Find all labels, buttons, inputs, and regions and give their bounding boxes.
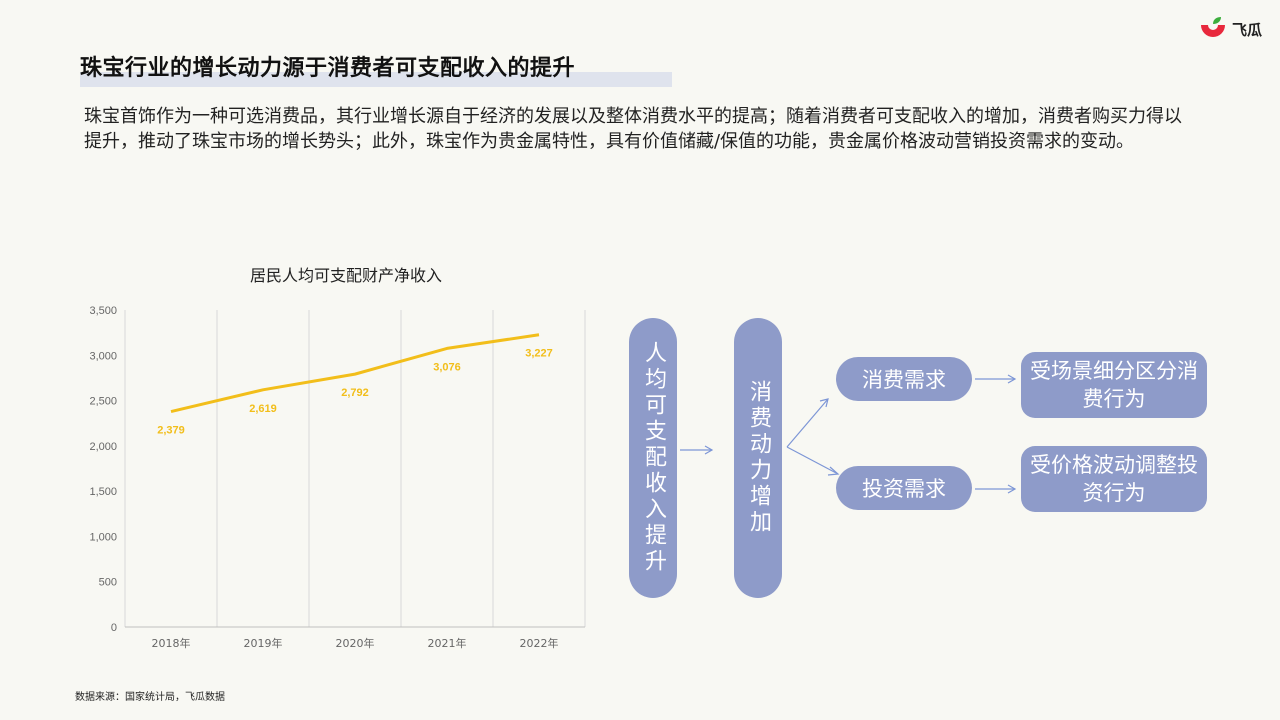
logo-text: 飞瓜 bbox=[1231, 20, 1262, 39]
title-highlight bbox=[80, 72, 672, 87]
arrowhead-consumption-to-outcome bbox=[1007, 374, 1017, 384]
arrowhead-source-to-driver bbox=[704, 445, 714, 455]
income-line-chart: 0 500 1,000 1,500 2,000 2,500 3,000 3,500 2018年 2… bbox=[89, 305, 586, 650]
flow-source-pill: 人均可支配收入提升 bbox=[629, 318, 677, 598]
arrowhead-driver-to-consumption bbox=[819, 398, 829, 408]
investment-demand-pill: 投资需求 bbox=[836, 466, 972, 510]
data-label: 3,227 bbox=[525, 348, 553, 360]
x-tick-label: 2020年 bbox=[336, 636, 375, 650]
y-tick-label: 3,000 bbox=[89, 350, 117, 362]
investment-outcome-box: 受价格波动调整投资行为 bbox=[1021, 446, 1207, 512]
y-tick-label: 2,000 bbox=[89, 441, 117, 453]
y-tick-label: 2,500 bbox=[89, 396, 117, 408]
arrowhead-investment-to-outcome bbox=[1007, 484, 1017, 494]
y-tick-label: 500 bbox=[99, 577, 117, 589]
source-footnote: 数据来源：国家统计局，飞瓜数据 bbox=[75, 692, 225, 703]
x-tick-label: 2019年 bbox=[244, 636, 283, 650]
title-block: 珠宝行业的增长动力源于消费者可支配收入的提升 bbox=[80, 54, 672, 88]
data-label: 2,792 bbox=[341, 387, 369, 399]
page-title: 珠宝行业的增长动力源于消费者可支配收入的提升 bbox=[80, 56, 576, 81]
data-label: 2,379 bbox=[157, 425, 185, 437]
y-tick-label: 0 bbox=[111, 622, 117, 634]
series-line bbox=[170, 333, 540, 413]
x-tick-label: 2018年 bbox=[152, 636, 191, 650]
arrow-driver-to-investment bbox=[786, 446, 839, 475]
chart-title: 居民人均可支配财产净收入 bbox=[250, 266, 443, 285]
flow-driver-pill: 消费动力增加 bbox=[734, 318, 782, 598]
feigua-logo-icon bbox=[1200, 17, 1225, 37]
y-tick-label: 1,000 bbox=[89, 531, 117, 543]
intro-paragraph: 珠宝首饰作为一种可选消费品，其行业增长源自于经济的发展以及整体消费水平的提高；随… bbox=[84, 106, 1182, 152]
consumption-outcome-box: 受场景细分区分消费行为 bbox=[1021, 352, 1207, 418]
y-tick-label: 3,500 bbox=[89, 305, 117, 317]
consumption-demand-pill: 消费需求 bbox=[836, 357, 972, 401]
x-tick-label: 2022年 bbox=[520, 636, 559, 650]
arrow-driver-to-consumption bbox=[786, 398, 829, 448]
data-label: 3,076 bbox=[433, 361, 461, 373]
y-tick-label: 1,500 bbox=[89, 486, 117, 498]
data-label: 2,619 bbox=[249, 403, 277, 415]
x-tick-label: 2021年 bbox=[428, 636, 467, 650]
brand-logo: 飞瓜 bbox=[1198, 16, 1262, 42]
arrowhead-driver-to-investment bbox=[827, 466, 840, 476]
